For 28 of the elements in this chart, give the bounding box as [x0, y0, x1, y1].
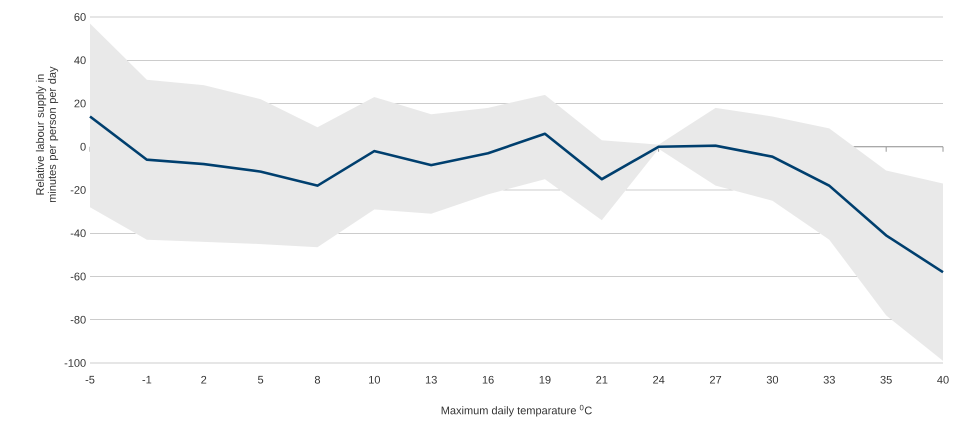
- y-tick-label: -40: [70, 229, 86, 238]
- x-tick-label: 19: [540, 376, 551, 384]
- x-tick-label: 2: [201, 376, 206, 384]
- y-tick-label: -100: [64, 359, 86, 367]
- y-tick-label: 20: [74, 100, 86, 108]
- x-tick-label: 13: [426, 376, 437, 384]
- line-series: [88, 115, 944, 274]
- y-axis-title: Relative labour supply in minutes per person per day: [36, 66, 58, 202]
- y-tick-label: -20: [70, 186, 86, 194]
- x-tick-label: 21: [596, 376, 608, 384]
- x-tick-label: -5: [86, 376, 94, 384]
- y-tick-label: 60: [74, 13, 86, 21]
- x-tick-label: 30: [766, 376, 778, 384]
- x-axis-title: Maximum daily temparature $^{0}$C: [442, 404, 592, 416]
- x-tick-label: -1: [142, 376, 152, 384]
- y-tick-label: -60: [70, 272, 86, 280]
- x-tick-label: 33: [824, 376, 835, 384]
- x-tick-label: 8: [314, 376, 320, 384]
- x-tick-label: 40: [937, 376, 949, 384]
- y-tick-label: -80: [70, 316, 86, 324]
- x-tick-label: 5: [258, 376, 264, 384]
- y-tick-label: 40: [74, 56, 86, 64]
- x-tick-label: 27: [710, 376, 722, 384]
- x-tick-label: 35: [880, 376, 892, 384]
- y-tick-label: 0: [80, 142, 86, 151]
- x-tick-label: 16: [482, 376, 494, 384]
- x-tick-label: 24: [653, 376, 664, 384]
- x-tick-label: 10: [369, 376, 380, 384]
